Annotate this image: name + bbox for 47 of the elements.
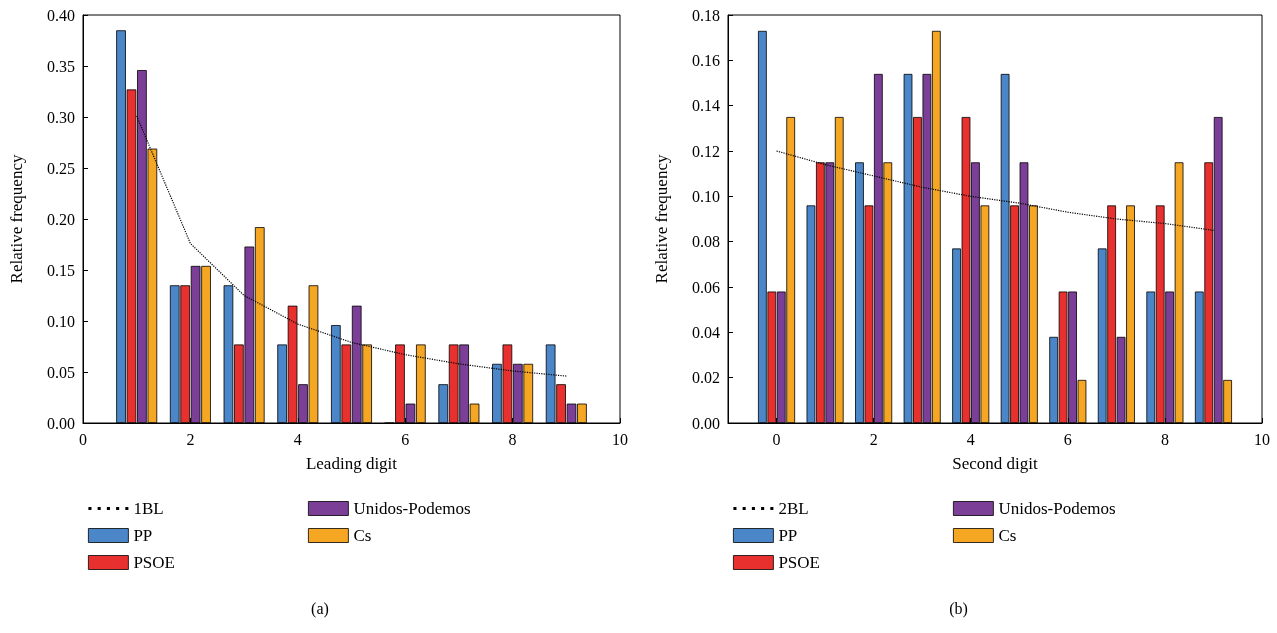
- x-axis-title: Second digit: [952, 454, 1039, 473]
- legend-label: 2BL: [778, 499, 809, 518]
- x-tick-label: 0: [79, 430, 87, 448]
- y-tick-label: 0.25: [47, 159, 75, 177]
- x-tick-label: 2: [186, 430, 195, 448]
- y-tick-label: 0.14: [692, 97, 720, 115]
- y-tick-label: 0.00: [47, 414, 75, 432]
- legend-label: Unidos-Podemos: [998, 499, 1116, 518]
- x-tick-label: 4: [966, 430, 975, 448]
- y-tick-label: 0.40: [47, 6, 75, 24]
- legend-label: PSOE: [778, 553, 820, 572]
- y-tick-label: 0.05: [47, 363, 75, 381]
- y-tick-label: 0.18: [692, 6, 720, 24]
- x-tick-label: 4: [293, 430, 302, 448]
- y-tick-label: 0.15: [47, 261, 75, 279]
- y-tick-label: 0.00: [692, 414, 720, 432]
- x-tick-label: 2: [869, 430, 878, 448]
- x-tick-label: 0: [772, 430, 781, 448]
- y-axis-title: Relative frequency: [652, 154, 671, 284]
- y-tick-label: 0.04: [692, 323, 720, 341]
- legend-label: 1BL: [133, 499, 164, 518]
- x-tick-label: 6: [1063, 430, 1072, 448]
- y-tick-label: 0.35: [47, 57, 75, 75]
- legend-label: PSOE: [133, 553, 175, 572]
- y-tick-label: 0.20: [47, 210, 75, 228]
- y-tick-label: 0.30: [47, 108, 75, 126]
- y-tick-label: 0.10: [47, 312, 75, 330]
- x-tick-label: 6: [401, 430, 410, 448]
- legend-label: Cs: [998, 526, 1017, 545]
- y-tick-label: 0.12: [692, 142, 720, 160]
- x-tick-label: 8: [508, 430, 517, 448]
- x-tick-label: 8: [1160, 430, 1169, 448]
- y-tick-label: 0.06: [692, 278, 720, 296]
- legend-label: PP: [133, 526, 153, 545]
- y-axis-title: Relative frequency: [7, 154, 26, 284]
- y-tick-label: 0.02: [692, 369, 720, 387]
- y-tick-label: 0.16: [692, 51, 720, 69]
- x-axis-title: Leading digit: [305, 454, 398, 473]
- y-tick-label: 0.10: [692, 187, 720, 205]
- text: (a): [311, 599, 329, 618]
- y-tick-label: 0.08: [692, 233, 720, 251]
- legend-label: Unidos-Podemos: [353, 499, 471, 518]
- x-tick-label: 10: [612, 430, 628, 448]
- legend-label: PP: [778, 526, 798, 545]
- legend-label: Cs: [353, 526, 372, 545]
- text: (b): [949, 599, 968, 618]
- x-tick-label: 10: [1254, 430, 1270, 448]
